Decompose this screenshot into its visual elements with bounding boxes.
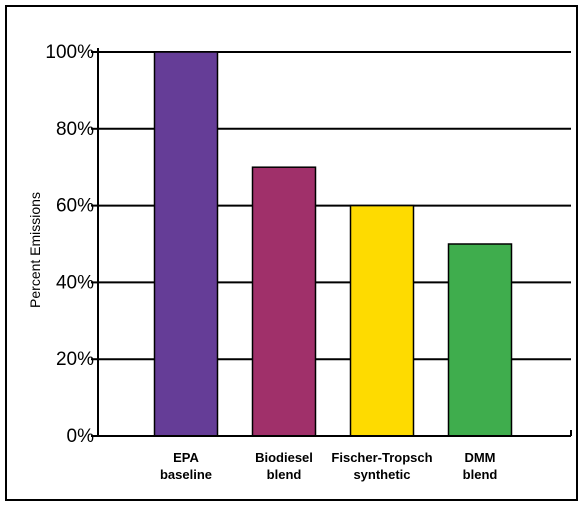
category-label-line: DMM: [464, 450, 495, 465]
y-axis-label: Percent Emissions: [27, 192, 43, 308]
y-tick-label: 100%: [45, 42, 94, 63]
bar: [349, 204, 415, 437]
axes: [91, 48, 572, 437]
bar: [447, 243, 513, 437]
category-label-line: EPA: [173, 450, 199, 465]
y-tick-label: 80%: [56, 119, 94, 140]
category-label-line: blend: [463, 467, 498, 482]
category-label: DMM blend: [463, 450, 498, 482]
category-label: Biodiesel blend: [255, 450, 313, 482]
category-label: EPA baseline: [160, 450, 212, 482]
y-tick-label: 40%: [56, 272, 94, 293]
category-label-line: blend: [267, 467, 302, 482]
category-label: Fischer-Tropsch synthetic: [331, 450, 432, 482]
category-labels: EPA baseline Biodiesel blend Fischer-Tropsch…: [160, 450, 497, 482]
category-label-line: baseline: [160, 467, 212, 482]
y-tick-label: 60%: [56, 196, 94, 217]
bars: [153, 51, 513, 437]
y-tick-label: 0%: [67, 426, 95, 447]
y-tick-label: 20%: [56, 349, 94, 370]
category-label-line: synthetic: [353, 467, 410, 482]
bar: [153, 51, 219, 437]
y-tick-labels: 0% 20% 40% 60% 80% 100%: [45, 42, 94, 447]
category-label-line: Fischer-Tropsch: [331, 450, 432, 465]
category-label-line: Biodiesel: [255, 450, 313, 465]
bar: [251, 166, 317, 437]
